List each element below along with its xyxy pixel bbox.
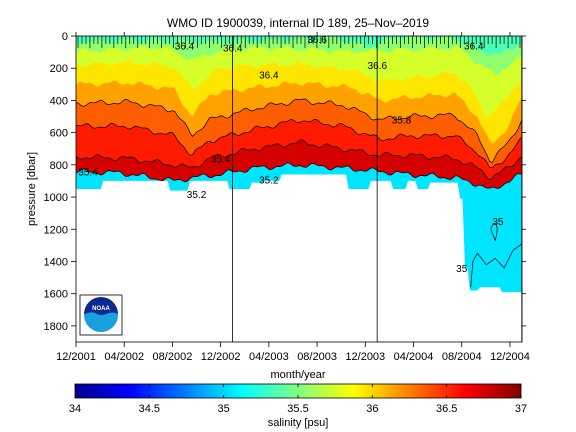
plot-frame: [75, 35, 523, 343]
y-tick-label: 200: [50, 63, 68, 75]
contour-label: 35.4: [78, 167, 98, 178]
y-tick-label: 1600: [44, 289, 68, 301]
contour-label: 35: [492, 217, 504, 228]
contour-label: 36.4: [464, 42, 484, 53]
y-tick-label: 1400: [44, 256, 68, 268]
y-tick-label: 1800: [44, 321, 68, 333]
contour-35-0-island: [490, 222, 498, 242]
x-tick-label: 04/2003: [249, 351, 289, 363]
contour-35-0: [470, 243, 522, 288]
chart-title: WMO ID 1900039, internal ID 189, 25–Nov–…: [167, 16, 429, 30]
x-tick-label: 08/2004: [442, 351, 482, 363]
x-tick-label: 12/2003: [345, 351, 385, 363]
contour-35-2: [76, 162, 522, 189]
colorbar-tick-label: 36.5: [436, 403, 457, 415]
y-axis-label: pressure [dbar]: [26, 152, 38, 226]
x-tick-label: 04/2004: [394, 351, 434, 363]
x-tick-label: 08/2002: [153, 351, 193, 363]
salinity-bands: [76, 36, 522, 293]
contour-label: 35: [456, 264, 468, 275]
contour-label: 36.4: [259, 71, 279, 82]
x-tick-label: 04/2002: [104, 351, 144, 363]
x-tick-label: 12/2004: [490, 351, 530, 363]
colorbar-tick-label: 37: [515, 403, 527, 415]
y-tick-label: 0: [62, 31, 68, 43]
contour-label: 35.4: [211, 154, 231, 165]
contour-labels: 36.4 36.4 36.4 36.6 36.6 36.4 35.8 35.4 35.4 35.2…: [78, 35, 504, 275]
svg-text:NOAA: NOAA: [92, 306, 110, 312]
y-tick-label: 600: [50, 128, 68, 140]
band-above-36-4: [76, 36, 522, 76]
contour-lines: [76, 98, 522, 288]
contour-label: 36.6: [307, 35, 327, 46]
x-tick-label: 08/2003: [297, 351, 337, 363]
contour-35-6: [76, 118, 522, 169]
profile-tick-marks: [77, 36, 521, 48]
contour-label: 36.4: [175, 42, 195, 53]
contour-label: 35.2: [187, 190, 207, 201]
colorbar-tick-label: 34.5: [139, 403, 160, 415]
noaa-logo: NOAA: [79, 294, 123, 336]
contour-label: 36.4: [223, 43, 243, 54]
contour-label: 35.8: [392, 116, 412, 127]
y-axis: 0 200 400 600 800 1000 1200 1400 1600 1800: [44, 31, 526, 333]
contour-35-8: [76, 98, 522, 163]
x-axis-label: month/year: [270, 369, 325, 381]
colorbar-tick-label: 34: [69, 403, 81, 415]
x-axis: 12/2001 04/2002 08/2002 12/2002 04/2003 08/20…: [56, 32, 530, 363]
colorbar-label: salinity [psu]: [268, 417, 329, 429]
plot-area: [76, 36, 522, 342]
y-tick-label: 1000: [44, 192, 68, 204]
contour-label: 35.2: [259, 175, 279, 186]
band-above-36-6: [76, 36, 522, 56]
x-tick-label: 12/2001: [56, 351, 96, 363]
contour-label: 36.6: [368, 61, 388, 72]
x-tick-label: 12/2002: [201, 351, 241, 363]
colorbar-tick-label: 35: [218, 403, 230, 415]
colorbar-tick-label: 35.5: [287, 403, 308, 415]
colorbar: 34 34.5 35 35.5 36 36.5 37 salinity [psu]: [69, 383, 527, 429]
y-tick-label: 1200: [44, 224, 68, 236]
y-tick-label: 800: [50, 160, 68, 172]
contour-35-4: [76, 139, 522, 181]
colorbar-tick-label: 36: [366, 403, 378, 415]
colorbar-ticks: 34 34.5 35 35.5 36 36.5 37: [69, 384, 527, 415]
y-tick-label: 400: [50, 95, 68, 107]
